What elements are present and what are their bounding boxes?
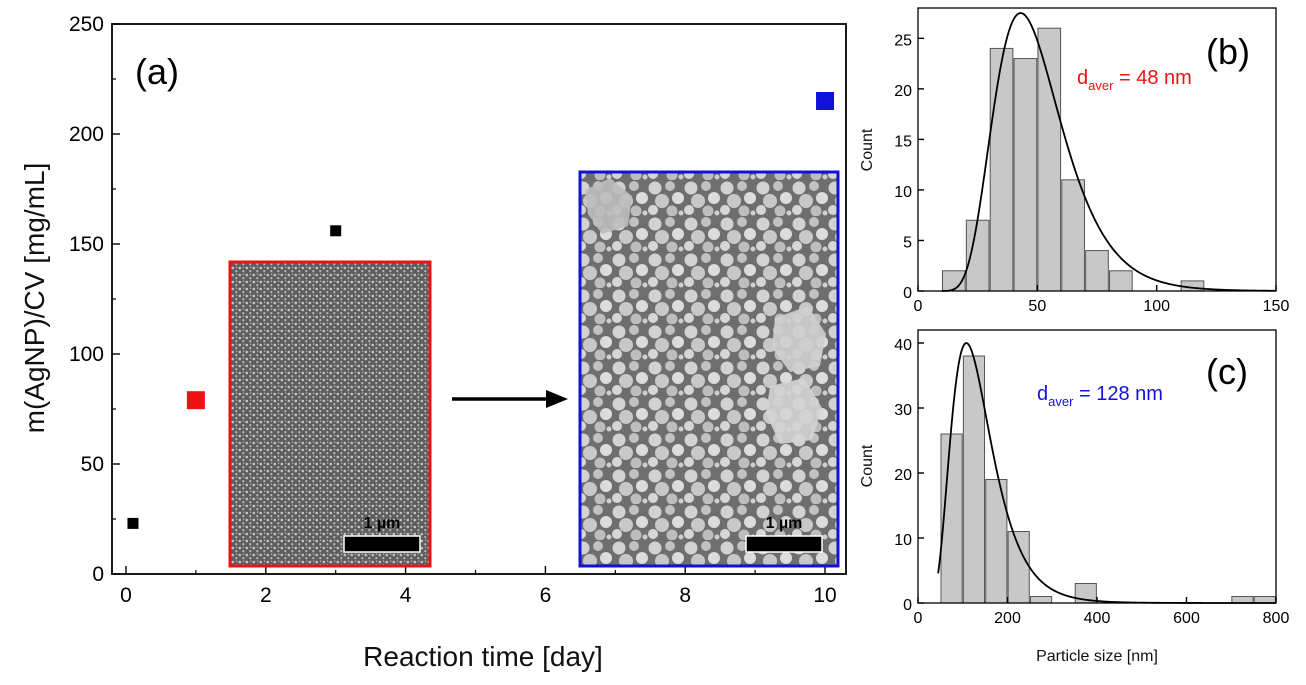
histogram-bar (1037, 27, 1062, 292)
y-axis-label: Count (859, 128, 876, 171)
x-tick-label: 8 (679, 584, 691, 607)
scale-bar (343, 535, 421, 553)
histogram-bars (941, 27, 1205, 292)
y-tick-label: 50 (81, 453, 104, 476)
y-tick-label: 20 (894, 467, 912, 484)
crystal (585, 178, 632, 234)
histogram-bar (1231, 596, 1254, 604)
y-tick-label: 30 (894, 402, 912, 419)
histogram-bars (940, 355, 1276, 604)
y-tick-label: 200 (69, 123, 104, 146)
x-tick-label: 800 (1263, 610, 1290, 627)
data-point (186, 391, 205, 410)
histogram-bar (989, 47, 1014, 292)
sem-inset-day1: 1 µm (228, 260, 432, 568)
data-point (816, 92, 835, 110)
y-ticks: 0 5 10 15 20 25 (894, 32, 924, 302)
data-points (127, 92, 835, 529)
x-tick-label: 0 (914, 610, 923, 627)
y-tick-label: 0 (903, 285, 912, 302)
crystal (766, 378, 822, 444)
size-annotation: daver = 128 nm (1037, 383, 1163, 409)
x-tick-label: 150 (1263, 298, 1290, 315)
y-tick-label: 100 (69, 343, 104, 366)
panel-c: 0 10 20 30 40 0 200 400 600 800 Count Particle s… (859, 329, 1290, 665)
scale-bar (745, 535, 823, 553)
y-tick-label: 250 (69, 13, 104, 36)
y-ticks: 0 50 100 150 200 250 (69, 13, 120, 586)
x-tick-label: 4 (400, 584, 412, 607)
x-ticks: 0 2 4 6 8 10 (120, 566, 837, 607)
arrow (452, 390, 568, 408)
size-annotation: daver = 48 nm (1077, 67, 1192, 93)
y-tick-label: 150 (69, 233, 104, 256)
x-tick-label: 400 (1084, 610, 1111, 627)
x-tick-label: 10 (813, 584, 836, 607)
crystal (772, 306, 826, 372)
x-axis-label: Reaction time [day] (363, 641, 603, 672)
y-axis-label: m(AgNP)/CV [mg/mL] (19, 163, 50, 434)
y-tick-label: 20 (894, 83, 912, 100)
scale-bar-label: 1 µm (766, 515, 803, 532)
x-tick-label: 200 (994, 610, 1021, 627)
histogram-bar (1007, 531, 1030, 604)
sem-image (230, 262, 430, 566)
data-point (330, 225, 342, 237)
x-tick-label: 0 (914, 298, 923, 315)
x-ticks: 0 200 400 600 800 (914, 597, 1290, 627)
x-ticks: 0 50 100 150 (914, 285, 1290, 315)
histogram-bar (1253, 596, 1276, 604)
panel-label: (a) (135, 51, 179, 92)
panel-label: (b) (1206, 31, 1250, 72)
y-tick-label: 10 (894, 184, 912, 201)
x-tick-label: 2 (260, 584, 272, 607)
panel-label: (c) (1206, 351, 1248, 392)
histogram-bar (1013, 58, 1038, 292)
y-axis-label: Count (859, 444, 876, 487)
y-tick-label: 40 (894, 337, 912, 354)
data-point (127, 517, 139, 529)
y-tick-label: 0 (92, 563, 104, 586)
y-tick-label: 10 (894, 532, 912, 549)
x-tick-label: 50 (1028, 298, 1046, 315)
y-tick-label: 25 (894, 32, 912, 49)
scale-bar-label: 1 µm (364, 515, 401, 532)
y-tick-label: 15 (894, 133, 912, 150)
histogram-bar (1085, 250, 1109, 292)
histogram-bar (1109, 270, 1133, 292)
fit-curve (941, 12, 1277, 292)
panel-a: 0 50 100 150 200 250 0 2 4 6 8 10 Reaction time [d… (19, 13, 847, 672)
histogram-bar (1029, 596, 1053, 604)
histogram-bar (1061, 179, 1085, 292)
x-tick-label: 0 (120, 584, 132, 607)
inset-frame-red (228, 260, 432, 568)
plot-frame (917, 7, 1277, 292)
y-ticks: 0 10 20 30 40 (894, 337, 924, 614)
x-axis-label: Particle size [nm] (1036, 648, 1158, 665)
x-tick-label: 600 (1173, 610, 1200, 627)
y-tick-label: 0 (903, 597, 912, 614)
x-tick-label: 6 (540, 584, 552, 607)
panel-b: 0 5 10 15 20 25 0 50 100 150 Count (b) daver = 4… (859, 7, 1290, 315)
inset-frame-blue (578, 170, 840, 568)
x-tick-label: 100 (1143, 298, 1170, 315)
y-tick-label: 5 (903, 234, 912, 251)
sem-inset-day10: 1 µm (578, 170, 840, 568)
